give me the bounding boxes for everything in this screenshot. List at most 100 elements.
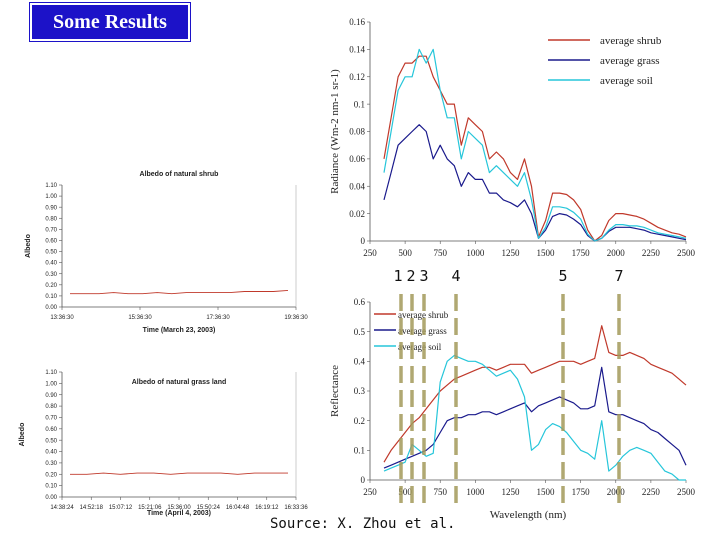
- y-tick-label: 0.00: [45, 495, 57, 501]
- series-line-average-grass: [383, 366, 687, 469]
- band-label: 4: [451, 267, 460, 285]
- band-label: 2: [406, 267, 415, 285]
- x-tick-label: 2500: [677, 487, 696, 497]
- x-tick-label: 13:36:30: [50, 315, 74, 321]
- y-tick-label: 0.60: [45, 427, 57, 433]
- x-tick-label: 1000: [466, 248, 485, 258]
- series-line-average-shrub: [383, 55, 687, 242]
- x-tick-label: 250: [363, 248, 377, 258]
- y-tick-label: 0.5: [354, 327, 366, 337]
- x-tick-label: 750: [433, 248, 447, 258]
- y-tick-label: 0.50: [45, 438, 57, 444]
- y-tick-label: 0.30: [45, 272, 57, 278]
- y-tick-label: 0.40: [45, 261, 57, 267]
- x-axis-label: Time (March 23, 2003): [143, 327, 216, 334]
- x-tick-label: 16:33:36: [284, 505, 308, 511]
- y-axis-label: Albedo: [25, 234, 32, 258]
- y-tick-label: 0.16: [349, 17, 365, 27]
- y-tick-label: 0.90: [45, 393, 57, 399]
- x-tick-label: 1750: [572, 248, 591, 258]
- series-line-albedo: [70, 472, 288, 475]
- y-axis-label: Reflectance: [329, 365, 341, 417]
- legend-label: average shrub: [398, 310, 449, 320]
- y-tick-label: 1.10: [45, 183, 57, 189]
- y-tick-label: 1.10: [45, 370, 57, 376]
- y-tick-label: 0.2: [354, 416, 365, 426]
- y-tick-label: 0.1: [354, 445, 365, 455]
- y-tick-label: 0.80: [45, 216, 57, 222]
- x-tick-label: 1000: [466, 487, 485, 497]
- slide-title: Some Results: [30, 3, 190, 41]
- source-credit: Source: X. Zhou et al.: [270, 516, 456, 532]
- x-tick-label: 19:36:30: [284, 315, 308, 321]
- series-line-albedo: [70, 289, 289, 295]
- y-tick-label: 0.10: [45, 294, 57, 300]
- x-axis-label: Wavelength (nm): [490, 509, 567, 521]
- y-tick-label: 0.70: [45, 416, 57, 422]
- x-tick-label: 1500: [537, 248, 556, 258]
- y-tick-label: 0.4: [354, 356, 366, 366]
- x-tick-label: 2000: [607, 487, 626, 497]
- x-tick-label: 1250: [501, 248, 520, 258]
- x-tick-label: 1500: [537, 487, 556, 497]
- series-line-average-soil: [383, 354, 686, 481]
- x-tick-label: 250: [363, 487, 377, 497]
- x-tick-label: 15:36:30: [128, 315, 152, 321]
- y-tick-label: 0.12: [349, 72, 365, 82]
- x-tick-label: 16:19:12: [255, 505, 279, 511]
- y-axis-label: Albedo: [19, 423, 26, 447]
- y-tick-label: 0.50: [45, 250, 57, 256]
- x-tick-label: 14:38:24: [50, 505, 74, 511]
- x-tick-label: 15:50:24: [197, 505, 221, 511]
- x-axis-label: Time (April 4, 2003): [147, 510, 211, 517]
- y-tick-label: 0.1: [354, 99, 365, 109]
- y-tick-label: 0.60: [45, 239, 57, 245]
- y-tick-label: 0.10: [45, 484, 57, 490]
- y-tick-label: 0.00: [45, 305, 57, 311]
- series-line-average-grass: [383, 124, 687, 242]
- y-tick-label: 0: [361, 236, 366, 246]
- x-tick-label: 17:36:30: [206, 315, 230, 321]
- y-tick-label: 0.14: [349, 45, 365, 55]
- x-tick-label: 750: [433, 487, 447, 497]
- band-label: 5: [558, 267, 567, 285]
- y-tick-label: 0.04: [349, 181, 365, 191]
- y-tick-label: 0.80: [45, 404, 57, 410]
- y-tick-label: 0.40: [45, 450, 57, 456]
- x-tick-label: 14:52:18: [80, 505, 104, 511]
- x-tick-label: 2250: [642, 487, 661, 497]
- y-tick-label: 0.20: [45, 472, 57, 478]
- y-tick-label: 0.70: [45, 227, 57, 233]
- x-tick-label: 15:07:12: [109, 505, 133, 511]
- legend-label: average shrub: [600, 35, 662, 47]
- y-tick-label: 0.08: [349, 127, 365, 137]
- y-tick-label: 0.90: [45, 205, 57, 211]
- x-tick-label: 2500: [677, 248, 696, 258]
- y-tick-label: 0: [361, 475, 366, 485]
- x-tick-label: 2000: [607, 248, 626, 258]
- x-tick-label: 1250: [501, 487, 520, 497]
- x-tick-label: 15:36:00: [167, 505, 191, 511]
- legend-label: average grass: [600, 55, 660, 67]
- x-tick-label: 15:21:06: [138, 505, 162, 511]
- y-axis-label: Radiance (Wm-2 nm-1 sr-1): [329, 69, 341, 194]
- chart-title: Albedo of natural shrub: [140, 171, 219, 178]
- x-tick-label: 500: [398, 248, 412, 258]
- x-tick-label: 1750: [572, 487, 591, 497]
- y-tick-label: 1.00: [45, 381, 57, 387]
- series-line-average-shrub: [383, 325, 687, 463]
- x-tick-label: 16:04:48: [226, 505, 250, 511]
- band-label: 3: [419, 267, 428, 285]
- y-tick-label: 0.6: [354, 297, 366, 307]
- y-tick-label: 0.02: [349, 209, 365, 219]
- band-label: 7: [614, 267, 623, 285]
- y-tick-label: 0.30: [45, 461, 57, 467]
- y-tick-label: 0.06: [349, 154, 365, 164]
- chart-title: Albedo of natural grass land: [132, 379, 227, 386]
- y-tick-label: 0.3: [354, 386, 366, 396]
- legend-label: average soil: [600, 75, 653, 87]
- y-tick-label: 0.20: [45, 283, 57, 289]
- band-label: 1: [393, 267, 402, 285]
- legend-label: average soil: [398, 342, 442, 352]
